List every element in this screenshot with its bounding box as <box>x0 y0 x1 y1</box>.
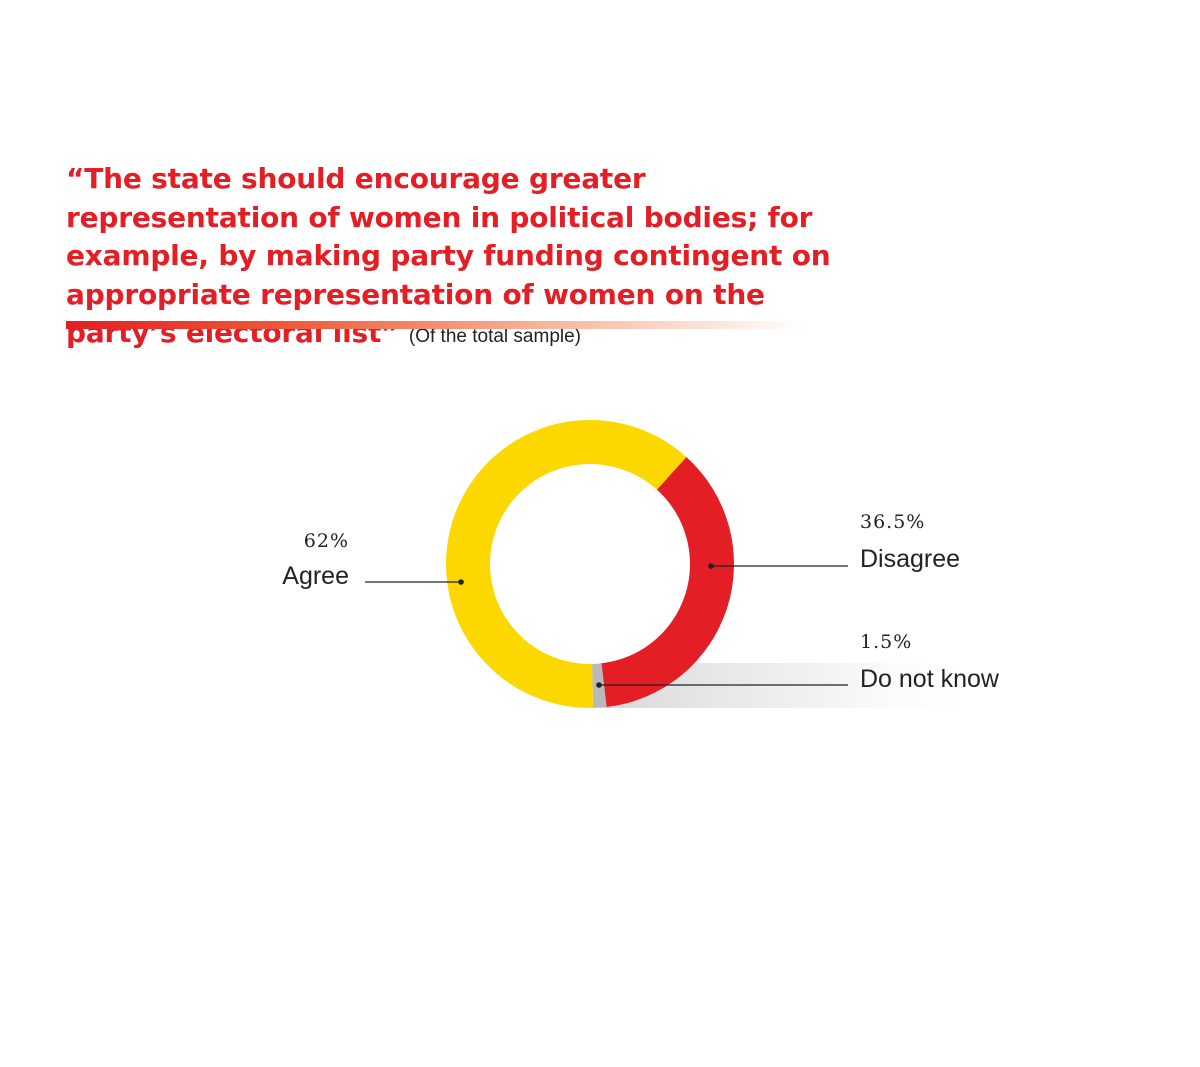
title-underline <box>66 321 806 329</box>
chart-subtitle: (Of the total sample) <box>408 326 582 347</box>
do-not-know-leader-dot <box>596 682 602 688</box>
agree-value-label: 62% <box>304 530 349 552</box>
disagree-value-label: 36.5% <box>860 511 925 533</box>
disagree-leader-dot <box>708 563 714 569</box>
slice-agree <box>445 420 687 708</box>
agree-leader-dot <box>458 579 464 585</box>
disagree-category-label: Disagree <box>860 545 960 573</box>
slice-disagree <box>601 456 734 708</box>
agree-category-label: Agree <box>282 562 349 590</box>
chart-title-text: “The state should encourage greater repr… <box>66 162 831 349</box>
chart-title: “The state should encourage greater repr… <box>66 160 866 357</box>
do-not-know-value-label: 1.5% <box>860 631 912 653</box>
do-not-know-category-label: Do not know <box>860 665 1000 693</box>
donut-slices <box>445 420 734 708</box>
